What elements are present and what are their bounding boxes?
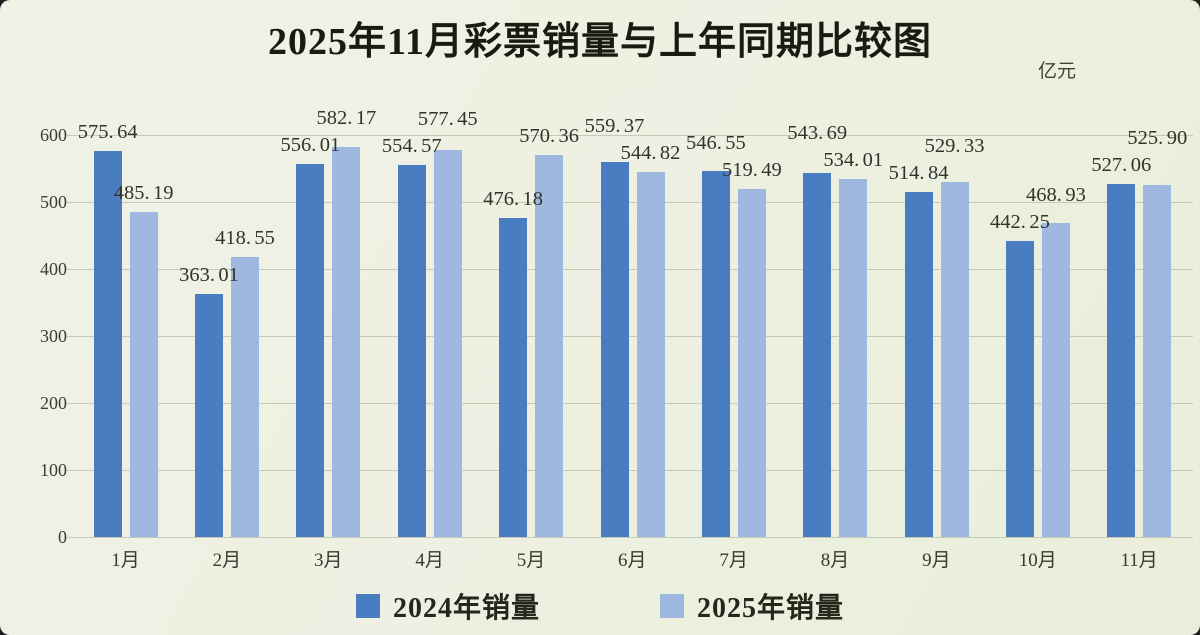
x-axis-month-label-10月: 10月 <box>1018 550 1057 571</box>
bar-2025-8月 <box>839 179 868 537</box>
value-label-2025-1月: 485. 19 <box>113 181 174 204</box>
x-axis-month-label-2月: 2月 <box>212 550 242 571</box>
grid-line-600 <box>67 134 1193 136</box>
grid-line-100 <box>67 469 1193 471</box>
y-axis-tick-label: 300 <box>40 326 67 346</box>
y-axis-tick-label: 600 <box>40 125 67 145</box>
value-label-2024-1月: 575. 64 <box>77 121 138 144</box>
y-axis-unit-label: 亿元 <box>1038 61 1077 82</box>
bar-2025-2月 <box>231 256 260 537</box>
bar-2025-3月 <box>332 146 361 537</box>
x-axis-month-label-7月: 7月 <box>719 550 748 571</box>
value-label-2025-3月: 582. 17 <box>316 107 377 130</box>
x-axis-month-label-8月: 8月 <box>820 550 850 571</box>
legend-label-2025: 2025年销量 <box>697 593 845 624</box>
y-axis-tick-label: 400 <box>40 259 67 279</box>
plot-area: 0 100 200 300 400 500 600 575. 64 485. 19 1月 363. … <box>40 107 1193 571</box>
y-axis-tick-label: 200 <box>40 393 67 413</box>
grid-line-300 <box>67 335 1193 337</box>
y-axis-tick-label: 0 <box>58 527 67 547</box>
legend-swatch-2025 <box>660 594 684 618</box>
chart-legend: 2024年销量 2025年销量 <box>0 586 1200 626</box>
value-label-2025-8月: 534. 01 <box>823 149 884 172</box>
grid-line-500 <box>67 201 1193 203</box>
grid-line-400 <box>67 268 1193 270</box>
legend-label-2024: 2024年销量 <box>392 593 540 624</box>
bar-2024-9月 <box>904 192 933 537</box>
x-axis-month-label-6月: 6月 <box>618 550 647 571</box>
bar-2024-4月 <box>397 165 426 537</box>
value-label-2025-11月: 525. 90 <box>1127 126 1188 149</box>
bar-2024-10月 <box>1005 240 1034 537</box>
bar-2025-4月 <box>433 150 462 537</box>
bar-2025-9月 <box>940 182 969 537</box>
value-label-2024-7月: 546. 55 <box>685 131 746 154</box>
y-axis-tick-label: 500 <box>40 192 67 212</box>
value-label-2025-2月: 418. 55 <box>215 226 275 249</box>
bar-2025-11月 <box>1143 184 1172 537</box>
value-label-2024-9月: 514. 84 <box>888 162 949 185</box>
legend-swatch-2024 <box>355 594 380 618</box>
value-label-2025-9月: 529. 33 <box>924 135 985 158</box>
value-label-2024-2月: 363. 01 <box>179 263 239 286</box>
value-label-2024-10月: 442. 25 <box>990 210 1050 233</box>
legend-entry-2025: 2025年销量 <box>660 586 844 626</box>
value-label-2025-7月: 519. 49 <box>721 158 782 181</box>
value-label-2025-4月: 577. 45 <box>417 108 478 131</box>
y-axis-tick-label: 100 <box>40 460 67 480</box>
x-axis-month-label-11月: 11月 <box>1120 550 1158 571</box>
bar-2025-10月 <box>1041 222 1070 537</box>
grid-line-0 <box>67 536 1193 538</box>
chart-title: 2025年11月彩票销量与上年同期比较图 <box>268 21 932 63</box>
value-label-2024-11月: 527. 06 <box>1091 153 1152 176</box>
x-axis-month-label-1月: 1月 <box>111 550 140 571</box>
value-label-2025-6月: 544. 82 <box>620 141 681 164</box>
bar-2024-5月 <box>499 217 528 537</box>
bar-2025-7月 <box>737 188 766 537</box>
bar-2025-6月 <box>636 171 665 537</box>
bar-2024-1月 <box>93 151 122 537</box>
value-label-2025-5月: 570. 36 <box>519 124 580 147</box>
value-label-2025-10月: 468. 93 <box>1026 183 1086 206</box>
bar-2025-1月 <box>129 211 158 537</box>
bar-2024-3月 <box>296 164 325 537</box>
bar-2024-7月 <box>701 170 730 537</box>
x-axis-month-label-3月: 3月 <box>313 550 343 571</box>
x-axis-month-label-5月: 5月 <box>516 550 546 571</box>
x-axis-month-label-9月: 9月 <box>922 550 951 571</box>
value-label-2024-4月: 554. 57 <box>381 135 442 158</box>
x-axis-month-label-4月: 4月 <box>415 550 444 571</box>
legend-entry-2024: 2024年销量 <box>355 586 540 626</box>
bar-2024-11月 <box>1107 183 1136 537</box>
value-label-2024-3月: 556. 01 <box>280 134 341 157</box>
bar-2025-5月 <box>535 154 564 537</box>
bar-2024-6月 <box>600 162 629 537</box>
value-label-2024-6月: 559. 37 <box>584 114 645 137</box>
value-label-2024-5月: 476. 18 <box>483 187 544 210</box>
bar-2024-2月 <box>195 293 224 537</box>
bar-2024-8月 <box>803 172 832 537</box>
value-label-2024-8月: 543. 69 <box>787 122 848 145</box>
grid-line-200 <box>67 402 1193 404</box>
